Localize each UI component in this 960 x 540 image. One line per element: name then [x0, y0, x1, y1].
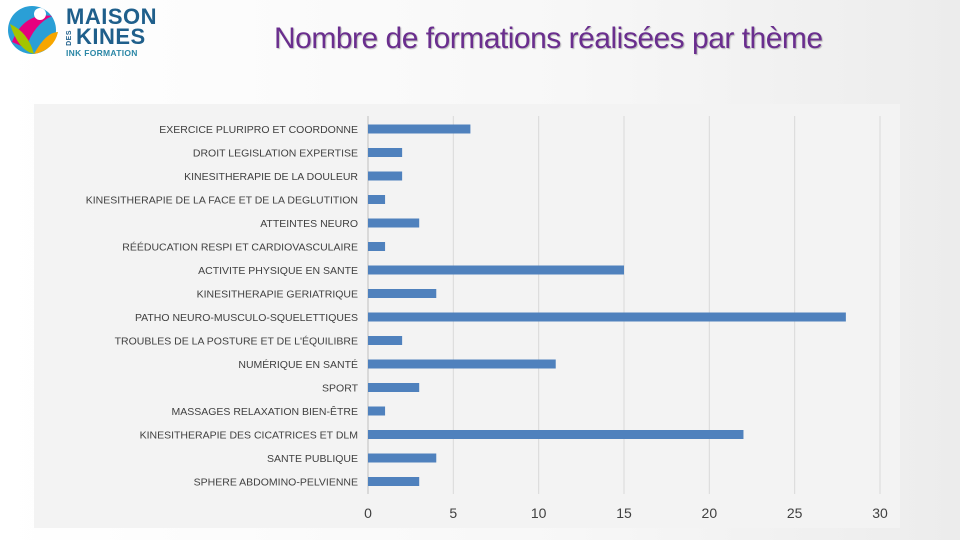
bar — [368, 265, 624, 275]
category-label: KINESITHERAPIE GERIATRIQUE — [197, 289, 358, 301]
bar — [368, 312, 846, 322]
category-label: KINESITHERAPIE DES CICATRICES ET DLM — [140, 430, 358, 442]
x-tick-label: 15 — [616, 505, 632, 521]
bar — [368, 336, 403, 345]
bar — [368, 218, 420, 228]
brand-logo: MAISON DES KINES INK FORMATION — [4, 2, 164, 62]
category-label: DROIT LEGISLATION EXPERTISE — [193, 148, 358, 160]
bar-layer — [368, 124, 846, 486]
category-label: SPHERE ABDOMINO-PELVIENNE — [194, 477, 358, 489]
x-tick-label: 10 — [531, 505, 547, 521]
logo-kines: KINES — [76, 24, 146, 49]
bar — [368, 359, 556, 369]
bar — [368, 453, 437, 463]
category-labels: EXERCICE PLURIPRO ET COORDONNE DROIT LEGI… — [86, 124, 359, 489]
chart-area: EXERCICE PLURIPRO ET COORDONNE DROIT LEGI… — [34, 104, 900, 528]
category-label: SPORT — [322, 383, 359, 395]
x-tick-label: 25 — [787, 505, 803, 521]
logo-maison: MAISON — [66, 4, 157, 29]
logo-mark-icon — [8, 6, 58, 54]
category-label: KINESITHERAPIE DE LA FACE ET DE LA DEGLU… — [86, 195, 358, 207]
category-label: TROUBLES DE LA POSTURE ET DE L'ÉQUILIBRE — [115, 335, 358, 348]
category-label: KINESITHERAPIE DE LA DOULEUR — [184, 171, 358, 183]
bar — [368, 171, 403, 181]
bar — [368, 430, 744, 439]
bar — [368, 383, 420, 392]
x-tick-label: 0 — [364, 505, 372, 521]
category-label: ATTEINTES NEURO — [260, 218, 358, 230]
bar — [368, 124, 471, 134]
category-label: NUMÉRIQUE EN SANTÉ — [238, 358, 358, 371]
bar-chart: EXERCICE PLURIPRO ET COORDONNE DROIT LEGI… — [86, 116, 888, 521]
category-label: MASSAGES RELAXATION BIEN-ÊTRE — [171, 405, 358, 418]
x-tick-label: 30 — [872, 505, 888, 521]
logo-subtitle: INK FORMATION — [66, 48, 138, 58]
category-label: SANTE PUBLIQUE — [267, 453, 358, 465]
x-tick-label: 20 — [702, 505, 718, 521]
logo-des: DES — [66, 30, 73, 46]
page-title: Nombre de formations réalisées par thème — [274, 22, 823, 55]
x-tick-label: 5 — [449, 505, 457, 521]
bar — [368, 195, 386, 204]
category-label: RÉÉDUCATION RESPI ET CARDIOVASCULAIRE — [122, 241, 358, 254]
bar — [368, 477, 420, 486]
bar — [368, 289, 437, 298]
category-label: EXERCICE PLURIPRO ET COORDONNE — [159, 124, 358, 136]
category-label: ACTIVITE PHYSIQUE EN SANTE — [198, 265, 358, 277]
category-label: PATHO NEURO-MUSCULO-SQUELETTIQUES — [135, 312, 358, 324]
bar — [368, 242, 386, 251]
bar — [368, 406, 386, 416]
x-axis-ticks: 0 5 10 15 20 25 30 — [364, 505, 888, 521]
bar — [368, 148, 403, 157]
